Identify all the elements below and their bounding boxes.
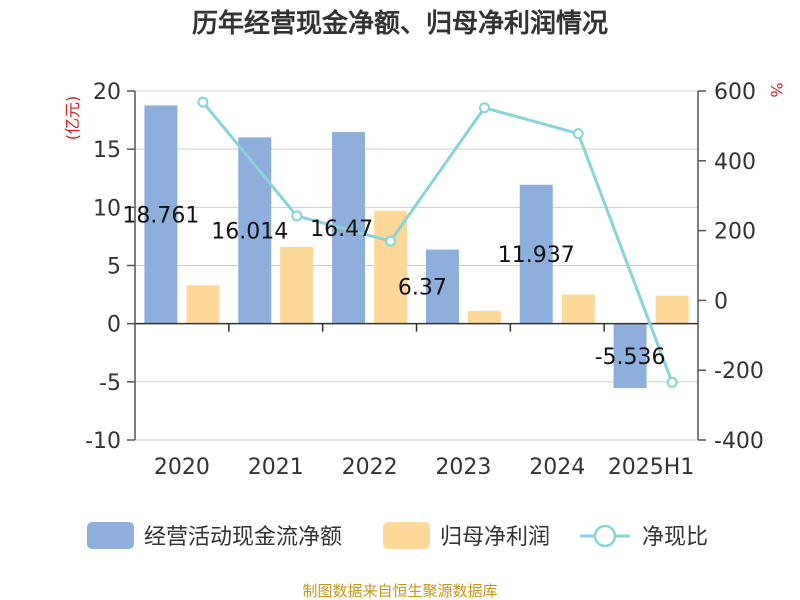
cashflow-bar — [613, 323, 647, 389]
category-label: 2024 — [529, 455, 585, 480]
net-profit-bar — [186, 285, 220, 324]
axes: 20 15 10 5 0 -5 -10 600 400 200 0 -200 -400 2020 2021 2… — [85, 80, 764, 480]
cashflow-bar — [144, 105, 178, 324]
legend: 经营活动现金流净额 归母净利润 净现比 — [87, 522, 708, 550]
ratio-point — [478, 102, 490, 114]
net-profit-bar — [561, 294, 595, 324]
right-axis-unit: % — [767, 82, 786, 97]
left-tick-label: 5 — [107, 255, 121, 280]
left-tick-label: 20 — [93, 80, 121, 105]
chart-title: 历年经营现金净额、归母净利润情况 — [192, 8, 608, 39]
net-profit-bar — [655, 295, 689, 324]
category-label: 2025H1 — [608, 455, 695, 480]
ratio-point — [197, 96, 209, 108]
net-profit-bar — [467, 310, 501, 324]
cashflow-value-label: 18.761 — [122, 204, 199, 229]
net-profit-bar — [280, 246, 314, 324]
category-label: 2020 — [154, 455, 210, 480]
right-tick-label: 400 — [714, 150, 756, 175]
category-label: 2022 — [342, 455, 398, 480]
data-source: 制图数据来自恒生聚源数据库 — [302, 582, 497, 600]
category-label: 2021 — [248, 455, 304, 480]
cashflow-value-label: 16.014 — [211, 220, 288, 245]
left-tick-label: 15 — [93, 138, 121, 163]
legend-marker — [593, 524, 617, 548]
right-tick-label: 0 — [714, 289, 728, 314]
ratio-line — [197, 96, 678, 388]
right-tick-label: -400 — [714, 429, 764, 454]
left-tick-label: 10 — [93, 196, 121, 221]
legend-label: 净现比 — [642, 525, 708, 550]
category-label: 2023 — [435, 455, 491, 480]
cashflow-bar — [519, 184, 553, 324]
right-tick-label: -200 — [714, 359, 764, 384]
left-tick-label: -5 — [99, 371, 121, 396]
cashflow-value-label: 11.937 — [498, 243, 575, 268]
net-profit-bar — [374, 210, 408, 324]
ratio-point — [291, 210, 303, 222]
gridlines — [135, 90, 698, 441]
right-tick-label: 600 — [714, 80, 756, 105]
left-tick-label: -10 — [85, 429, 121, 454]
cashflow-value-label: 16.47 — [310, 217, 373, 242]
legend-label: 经营活动现金流净额 — [144, 525, 342, 550]
ratio-point — [666, 376, 678, 388]
legend-swatch — [383, 522, 430, 549]
cashflow-bar — [425, 249, 459, 324]
left-tick-label: 0 — [107, 313, 121, 338]
ratio-point — [572, 128, 584, 140]
cashflow-value-label: -5.536 — [595, 345, 666, 370]
data-labels: 18.761 16.014 16.47 6.37 11.937 -5.536 — [122, 204, 665, 370]
cashflow-value-label: 6.37 — [398, 276, 447, 301]
legend-label: 归母净利润 — [440, 525, 550, 550]
right-tick-label: 200 — [714, 220, 756, 245]
ratio-point — [385, 235, 397, 247]
cashflow-bar — [238, 137, 272, 324]
left-axis-unit: (亿元) — [63, 96, 82, 141]
legend-swatch — [87, 522, 134, 549]
ratio-line-path — [201, 101, 674, 383]
